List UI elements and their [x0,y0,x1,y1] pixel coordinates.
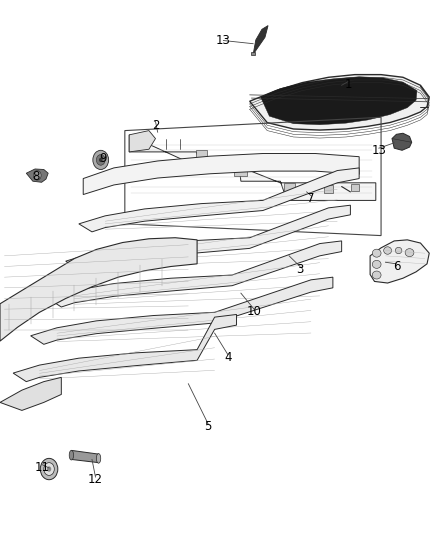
Polygon shape [79,168,359,232]
Bar [284,183,294,192]
Polygon shape [129,131,155,152]
Bar [196,150,207,159]
Polygon shape [129,135,376,200]
Text: 10: 10 [247,305,261,318]
Ellipse shape [372,271,381,279]
Polygon shape [13,314,237,382]
Ellipse shape [96,454,101,463]
Ellipse shape [69,450,74,460]
Polygon shape [26,169,48,182]
Text: 11: 11 [35,461,50,474]
Circle shape [44,463,54,475]
Polygon shape [31,277,333,344]
Text: 2: 2 [152,119,159,132]
Bar [324,185,333,193]
Text: 8: 8 [33,171,40,183]
Circle shape [99,158,102,162]
Polygon shape [370,240,429,283]
Circle shape [33,171,41,180]
Text: 1: 1 [344,78,352,91]
Polygon shape [261,77,417,125]
Ellipse shape [372,260,381,269]
Text: 9: 9 [99,152,107,165]
Polygon shape [71,450,99,463]
Ellipse shape [372,249,381,257]
Circle shape [40,458,58,480]
Text: 13: 13 [216,34,231,47]
Text: 6: 6 [392,260,400,273]
Polygon shape [250,75,429,130]
Bar [234,165,247,176]
Ellipse shape [395,247,402,254]
Text: 7: 7 [307,192,315,205]
Ellipse shape [405,248,414,257]
Polygon shape [0,377,61,410]
Circle shape [47,466,51,472]
Polygon shape [83,154,359,195]
Bar [351,184,359,191]
Text: 3: 3 [297,263,304,276]
Polygon shape [66,205,350,270]
Polygon shape [392,133,412,150]
Polygon shape [48,241,342,307]
Text: 4: 4 [224,351,232,364]
Text: 12: 12 [88,473,103,486]
Circle shape [96,155,105,165]
Text: 5: 5 [205,420,212,433]
Text: 13: 13 [371,144,386,157]
Polygon shape [0,238,197,341]
Polygon shape [251,52,255,55]
Circle shape [93,150,109,169]
Polygon shape [253,26,268,54]
Ellipse shape [384,247,392,254]
